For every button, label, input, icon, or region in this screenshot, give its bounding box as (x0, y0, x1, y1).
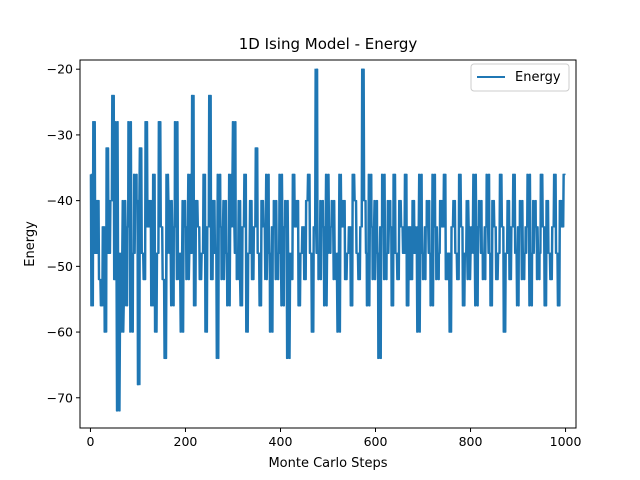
plot-area (89, 68, 566, 412)
y-tick-label: −50 (47, 259, 73, 274)
y-axis-label: Energy (23, 221, 38, 267)
x-tick-label: 200 (174, 434, 198, 449)
legend: Energy (470, 63, 570, 92)
y-axis-ticks: −70 −60 −50 −40 −30 −20 (47, 62, 80, 405)
y-tick-label: −70 (47, 390, 73, 405)
x-tick-label: 400 (269, 434, 293, 449)
y-tick-label: −60 (47, 325, 73, 340)
x-axis-ticks: 0 200 400 600 800 1000 (86, 428, 582, 449)
x-tick-label: 0 (86, 434, 94, 449)
axes-frame (79, 59, 577, 429)
y-tick-label: −30 (47, 127, 73, 142)
legend-box (470, 63, 570, 92)
x-axis-label: Monte Carlo Steps (268, 456, 387, 471)
x-tick-label: 1000 (550, 434, 582, 449)
energy-series-line (89, 68, 566, 412)
chart-title: 1D Ising Model - Energy (239, 35, 418, 53)
x-tick-label: 800 (459, 434, 483, 449)
y-tick-label: −40 (47, 193, 73, 208)
legend-energy-label: Energy (515, 70, 561, 85)
x-tick-label: 600 (364, 434, 388, 449)
y-tick-label: −20 (47, 62, 73, 77)
